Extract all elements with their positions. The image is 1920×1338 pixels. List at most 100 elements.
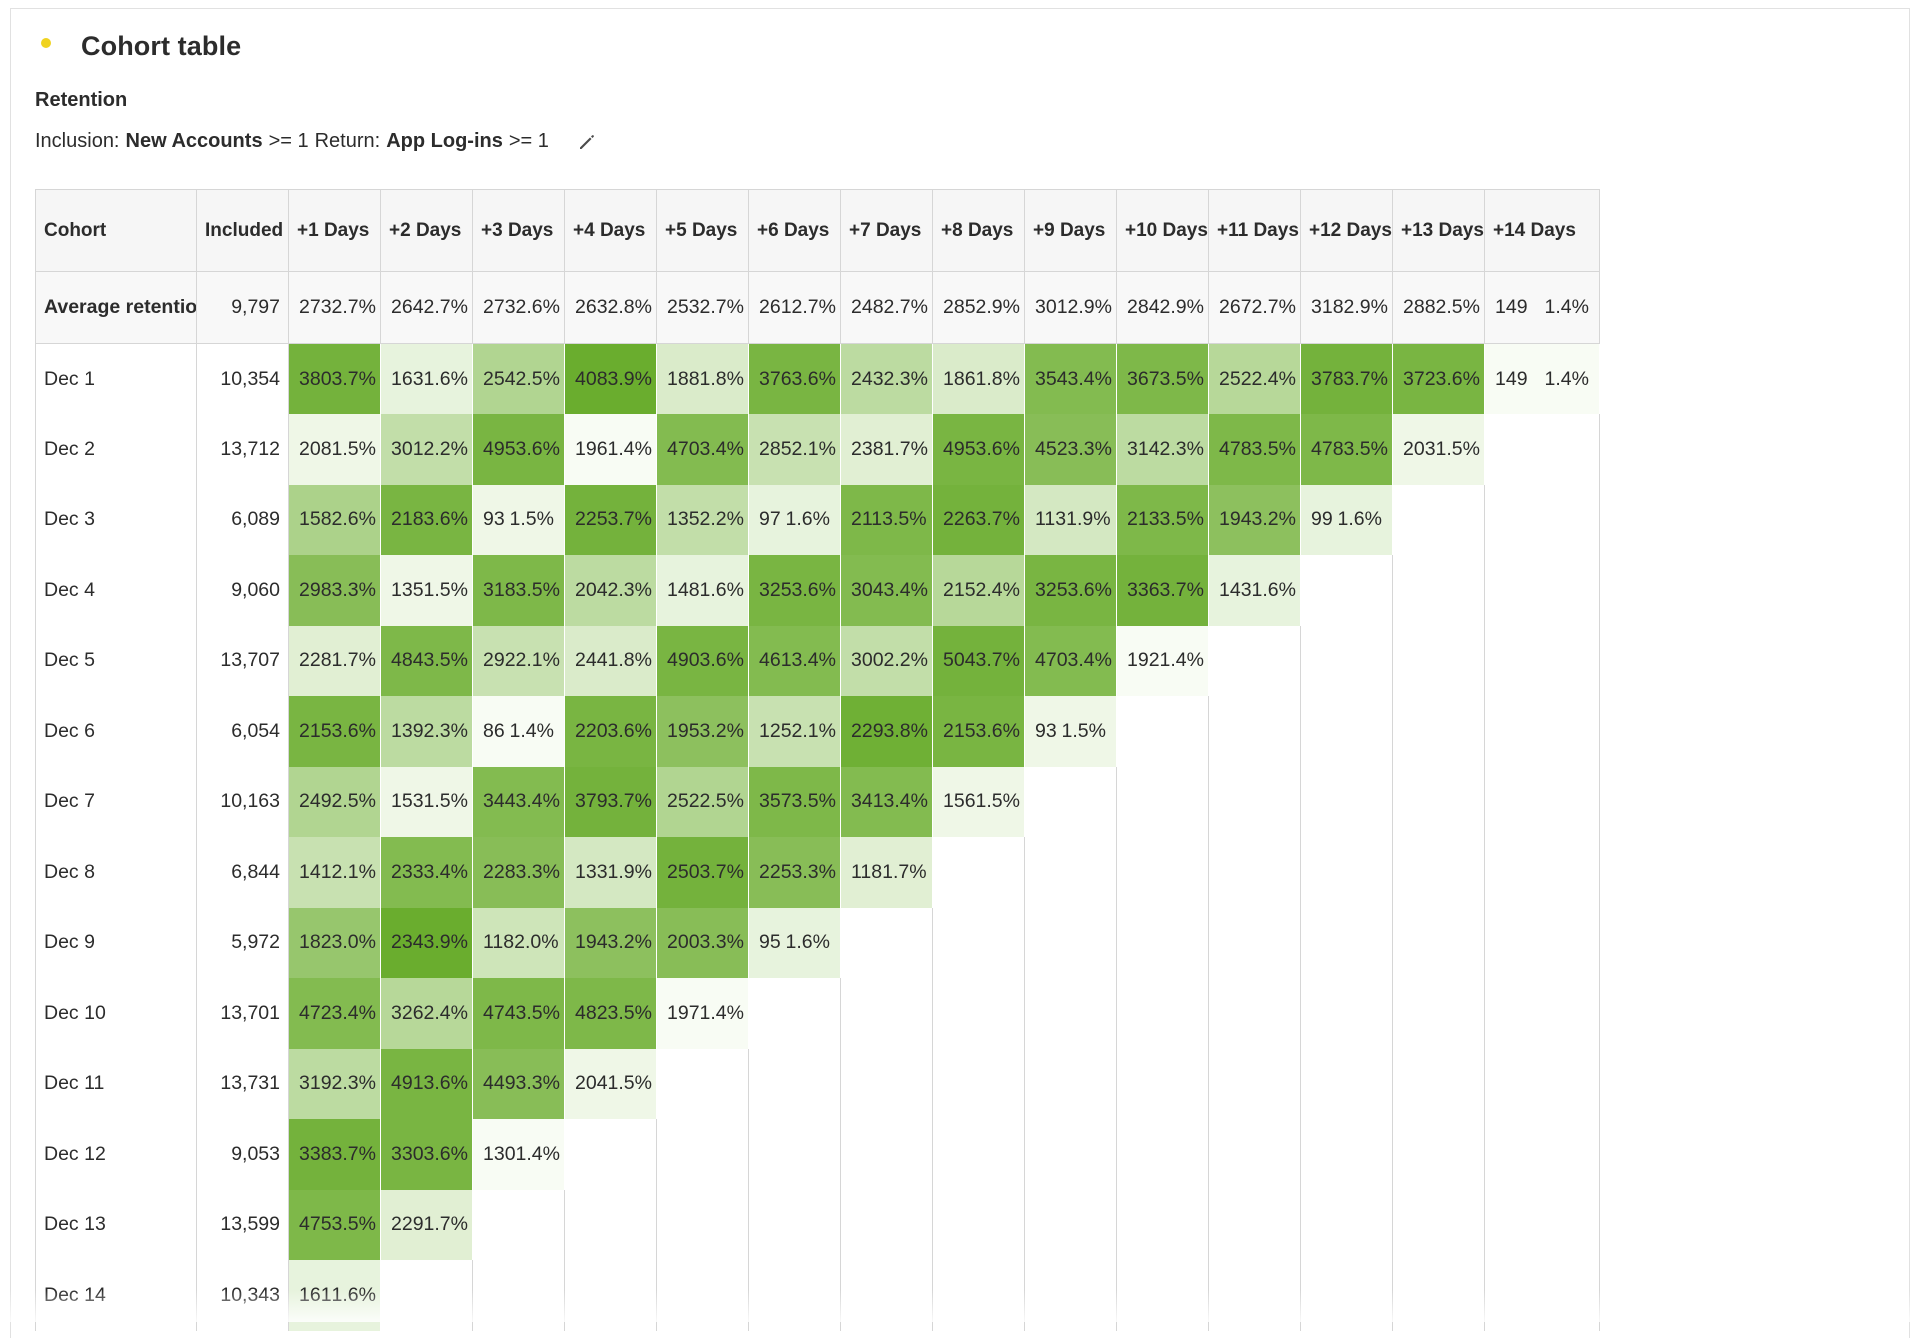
retention-cell[interactable]: 194 3.2%: [564, 907, 657, 978]
retention-cell[interactable]: 325 3.6%: [1024, 555, 1117, 626]
retention-cell[interactable]: 472 3.4%: [288, 978, 381, 1049]
retention-cell[interactable]: 474 3.5%: [472, 978, 565, 1049]
retention-cell[interactable]: 491 3.6%: [380, 1048, 473, 1119]
retention-cell[interactable]: 141 2.1%: [288, 837, 381, 908]
retention-cell[interactable]: 344 3.4%: [472, 766, 565, 837]
retention-cell[interactable]: 194 3.2%: [1208, 484, 1301, 555]
retention-cell[interactable]: 86 1.4%: [472, 696, 565, 767]
retention-cell[interactable]: 188 1.8%: [656, 343, 749, 414]
retention-cell[interactable]: 318 2.9%: [1300, 271, 1393, 344]
retention-cell[interactable]: 161 1.6%: [288, 1260, 381, 1331]
retention-cell[interactable]: 135 2.2%: [656, 484, 749, 555]
table-row[interactable]: Dec 3 6,089 158 2.6% 218 3.6% 93 1.5% 225 3.7% 135…: [35, 484, 1600, 555]
retention-cell[interactable]: 372 3.6%: [1392, 343, 1485, 414]
retention-cell[interactable]: 250 3.7%: [656, 837, 749, 908]
pencil-icon[interactable]: [577, 132, 597, 152]
retention-cell[interactable]: 225 3.3%: [748, 837, 841, 908]
table-row[interactable]: Dec 11 13,731 319 2.3% 491 3.6% 449 3.3% 204 1.5%: [35, 1048, 1600, 1119]
retention-cell[interactable]: 284 2.9%: [1116, 271, 1209, 344]
retention-cell[interactable]: 95 1.6%: [748, 907, 841, 978]
retention-cell[interactable]: 298 3.3%: [288, 555, 381, 626]
retention-cell[interactable]: 285 2.9%: [932, 271, 1025, 344]
retention-cell[interactable]: 226 3.7%: [932, 484, 1025, 555]
retention-cell[interactable]: 195 3.2%: [656, 696, 749, 767]
table-row[interactable]: Dec 13 13,599 475 3.5% 229 1.7%: [35, 1189, 1600, 1260]
retention-cell[interactable]: 470 3.4%: [656, 414, 749, 485]
table-row[interactable]: Dec 5 13,707 228 1.7% 484 3.5% 292 2.1% 244 1.8% 4…: [35, 625, 1600, 696]
column-header[interactable]: +3 Days: [472, 189, 565, 272]
retention-cell[interactable]: 357 3.5%: [748, 766, 841, 837]
column-header[interactable]: +9 Days: [1024, 189, 1117, 272]
retention-cell[interactable]: 376 3.6%: [748, 343, 841, 414]
table-row[interactable]: Dec 2 13,712 208 1.5% 301 2.2% 495 3.6% 196 1.4% 4…: [35, 414, 1600, 485]
retention-cell[interactable]: 470 3.4%: [1024, 625, 1117, 696]
retention-cell[interactable]: 484 3.5%: [380, 625, 473, 696]
column-header[interactable]: +13 Days: [1392, 189, 1485, 272]
retention-cell[interactable]: 495 3.6%: [932, 414, 1025, 485]
cohort-label[interactable]: Dec 13: [35, 1189, 197, 1260]
table-row[interactable]: Dec 7 10,163 249 2.5% 153 1.5% 344 3.4% 379 3.7% 2…: [35, 766, 1600, 837]
column-header[interactable]: +2 Days: [380, 189, 473, 272]
cohort-label[interactable]: Dec 11: [35, 1048, 197, 1119]
cohort-label[interactable]: Dec 1: [35, 343, 197, 414]
table-row[interactable]: Dec 10 13,701 472 3.4% 326 2.4% 474 3.5% 482 3.5%…: [35, 978, 1600, 1049]
table-row[interactable]: Dec 1 10,354 380 3.7% 163 1.6% 254 2.5% 408 3.9% 1…: [35, 343, 1600, 414]
retention-cell[interactable]: 254 2.5%: [472, 343, 565, 414]
retention-cell[interactable]: 475 3.5%: [288, 1189, 381, 1260]
column-header[interactable]: +4 Days: [564, 189, 657, 272]
column-header[interactable]: Cohort: [35, 189, 197, 272]
column-header[interactable]: +11 Days: [1208, 189, 1301, 272]
retention-cell[interactable]: 149 1.4%: [1484, 343, 1600, 414]
retention-cell[interactable]: 148 1.6%: [656, 555, 749, 626]
retention-cell[interactable]: 325 3.6%: [748, 555, 841, 626]
retention-cell[interactable]: 200 3.3%: [656, 907, 749, 978]
retention-cell[interactable]: 228 1.7%: [288, 625, 381, 696]
retention-cell[interactable]: 229 3.8%: [840, 696, 933, 767]
cohort-label[interactable]: Dec 5: [35, 625, 197, 696]
retention-cell[interactable]: 182 3.0%: [288, 907, 381, 978]
retention-cell[interactable]: 244 1.8%: [564, 625, 657, 696]
retention-cell[interactable]: 336 3.7%: [1116, 555, 1209, 626]
column-header[interactable]: +1 Days: [288, 189, 381, 272]
retention-cell[interactable]: 93 1.5%: [472, 484, 565, 555]
retention-cell[interactable]: 153 1.5%: [380, 766, 473, 837]
retention-cell[interactable]: 99 1.6%: [1300, 484, 1393, 555]
table-row[interactable]: Dec 9 5,972 182 3.0% 234 3.9% 118 2.0% 194 3.2% 20…: [35, 907, 1600, 978]
retention-cell[interactable]: 233 3.4%: [380, 837, 473, 908]
retention-cell[interactable]: 118 1.7%: [840, 837, 933, 908]
retention-cell[interactable]: 93 1.5%: [1024, 696, 1117, 767]
column-header[interactable]: +8 Days: [932, 189, 1025, 272]
retention-cell[interactable]: 301 2.2%: [380, 414, 473, 485]
table-row[interactable]: Dec 4 9,060 298 3.3% 135 1.5% 318 3.5% 204 2.3% 14…: [35, 555, 1600, 626]
retention-cell[interactable]: 285 2.1%: [748, 414, 841, 485]
retention-cell[interactable]: 301 2.9%: [1024, 271, 1117, 344]
retention-cell[interactable]: 408 3.9%: [564, 343, 657, 414]
retention-cell[interactable]: 314 2.3%: [1116, 414, 1209, 485]
retention-cell[interactable]: 304 3.4%: [840, 555, 933, 626]
retention-cell[interactable]: 495 3.6%: [472, 414, 565, 485]
column-header[interactable]: +7 Days: [840, 189, 933, 272]
retention-cell[interactable]: 215 3.6%: [932, 696, 1025, 767]
cohort-label[interactable]: Dec 7: [35, 766, 197, 837]
column-header[interactable]: +10 Days: [1116, 189, 1209, 272]
column-header[interactable]: +14 Days: [1484, 189, 1600, 272]
retention-cell[interactable]: 378 3.7%: [1300, 343, 1393, 414]
retention-cell[interactable]: 203 1.5%: [1392, 414, 1485, 485]
retention-cell[interactable]: 504 3.7%: [932, 625, 1025, 696]
retention-cell[interactable]: 338 3.7%: [288, 1119, 381, 1190]
retention-cell[interactable]: 143 1.6%: [1208, 555, 1301, 626]
retention-cell[interactable]: 379 3.7%: [564, 766, 657, 837]
retention-cell[interactable]: 234 3.9%: [380, 907, 473, 978]
retention-cell[interactable]: 196 1.4%: [564, 414, 657, 485]
retention-cell[interactable]: 449 3.3%: [472, 1048, 565, 1119]
retention-cell[interactable]: 367 3.5%: [1116, 343, 1209, 414]
retention-cell[interactable]: 135 1.5%: [380, 555, 473, 626]
retention-cell[interactable]: 319 2.3%: [288, 1048, 381, 1119]
retention-cell[interactable]: 330 3.6%: [380, 1119, 473, 1190]
retention-cell[interactable]: 326 2.4%: [380, 978, 473, 1049]
retention-cell[interactable]: 354 3.4%: [1024, 343, 1117, 414]
retention-cell[interactable]: 186 1.8%: [932, 343, 1025, 414]
retention-cell[interactable]: 229 1.7%: [380, 1189, 473, 1260]
retention-cell[interactable]: 139 2.3%: [380, 696, 473, 767]
retention-cell[interactable]: 213 3.5%: [1116, 484, 1209, 555]
